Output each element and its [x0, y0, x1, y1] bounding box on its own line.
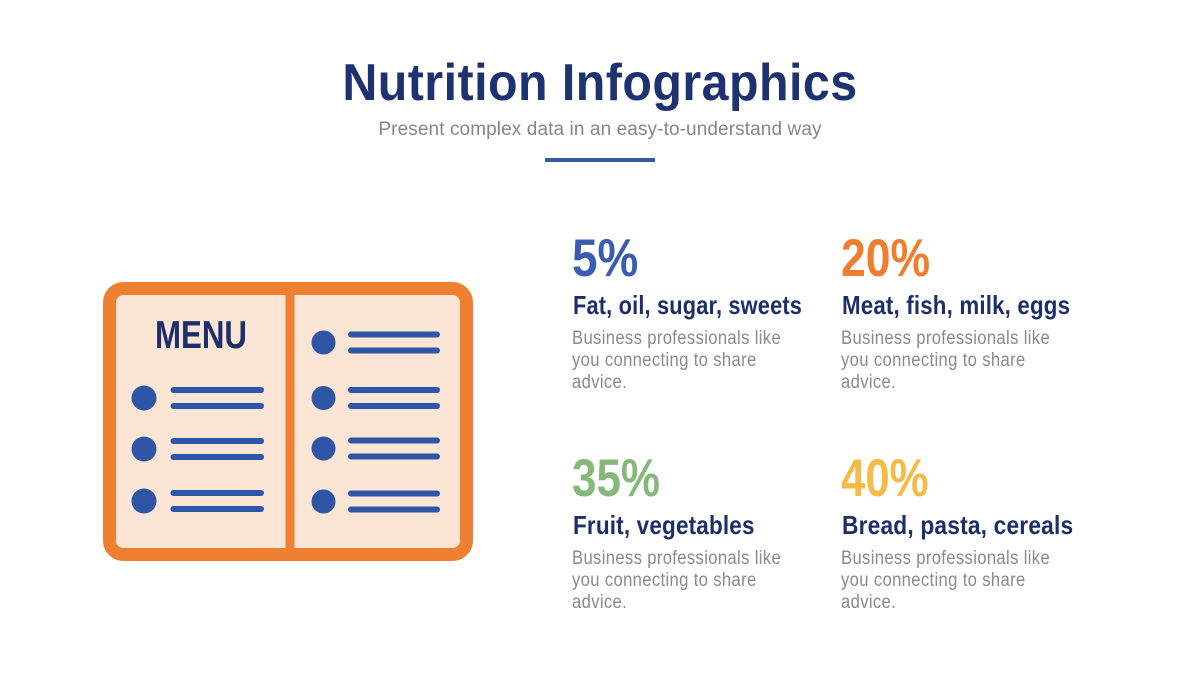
- svg-text:MENU: MENU: [155, 314, 247, 357]
